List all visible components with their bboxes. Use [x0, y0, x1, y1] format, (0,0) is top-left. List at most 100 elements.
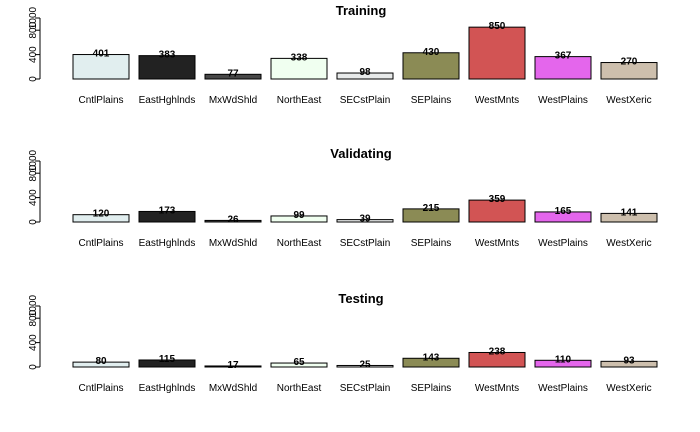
category-label: WestMnts: [475, 95, 519, 106]
category-label: SECstPlain: [340, 238, 391, 249]
bar-westxeric: [600, 212, 658, 223]
category-label: SECstPlain: [340, 95, 391, 106]
data-label: 120: [93, 209, 110, 220]
category-label: WestXeric: [606, 95, 651, 106]
bar-westxeric: [600, 62, 658, 80]
bar-seplains: [402, 208, 460, 223]
data-label: 99: [293, 210, 305, 221]
category-label: CntlPlains: [78, 383, 123, 394]
data-label: 401: [93, 49, 110, 60]
category-label: WestMnts: [475, 383, 519, 394]
bar-westmnts: [468, 351, 526, 368]
category-label: EastHghlnds: [139, 95, 196, 106]
y-tick-label: 0: [28, 364, 39, 370]
data-label: 98: [359, 67, 371, 78]
data-label: 367: [555, 51, 572, 62]
category-label: SEPlains: [411, 95, 452, 106]
category-label: MxWdShld: [209, 238, 257, 249]
y-tick-label: 1000: [28, 6, 39, 29]
data-label: 338: [291, 52, 308, 63]
data-label: 430: [423, 47, 440, 58]
y-tick-label: 0: [28, 76, 39, 82]
data-label: 383: [159, 50, 176, 61]
category-label: NorthEast: [277, 238, 322, 249]
bar-mxwdshld: [204, 219, 262, 223]
bar-northeast: [270, 362, 328, 368]
category-label: MxWdShld: [209, 383, 257, 394]
category-label: SECstPlain: [340, 383, 391, 394]
panel-title: Validating: [330, 146, 391, 161]
bar-westplains: [534, 56, 592, 80]
y-tick-label: 400: [28, 46, 39, 63]
data-label: 850: [489, 21, 506, 32]
data-label: 215: [423, 203, 440, 214]
y-tick-label: 1000: [28, 294, 39, 317]
category-label: NorthEast: [277, 383, 322, 394]
bar-seplains: [402, 357, 460, 368]
category-label: CntlPlains: [78, 238, 123, 249]
y-tick-label: 800: [28, 309, 39, 326]
y-tick-label: 400: [28, 189, 39, 206]
data-label: 65: [293, 357, 305, 368]
bar-secstplain: [336, 219, 394, 223]
bar-westplains: [534, 211, 592, 223]
data-label: 17: [227, 360, 239, 371]
bar-easthghlnds: [138, 210, 196, 223]
bar-mxwdshld: [204, 365, 262, 368]
category-label: EastHghlnds: [139, 238, 196, 249]
category-label: CntlPlains: [78, 95, 123, 106]
bar-secstplain: [336, 364, 394, 368]
bar-secstplain: [336, 72, 394, 80]
panel-title: Testing: [338, 291, 383, 306]
data-label: 39: [359, 214, 371, 225]
data-label: 77: [227, 68, 239, 79]
data-label: 359: [489, 194, 506, 205]
bar-westxeric: [600, 360, 658, 368]
bar-mxwdshld: [204, 73, 262, 80]
data-label: 165: [555, 206, 572, 217]
category-label: WestXeric: [606, 238, 651, 249]
data-label: 143: [423, 352, 440, 363]
category-label: WestMnts: [475, 238, 519, 249]
data-label: 270: [621, 57, 638, 68]
category-label: MxWdShld: [209, 95, 257, 106]
data-label: 25: [359, 359, 371, 370]
category-label: WestPlains: [538, 95, 588, 106]
y-tick-label: 1000: [28, 149, 39, 172]
category-label: SEPlains: [411, 238, 452, 249]
category-label: EastHghlnds: [139, 383, 196, 394]
bar-northeast: [270, 215, 328, 223]
bar-cntlplains: [72, 54, 130, 80]
category-label: WestXeric: [606, 383, 651, 394]
bar-easthghlnds: [138, 55, 196, 80]
y-tick-label: 800: [28, 164, 39, 181]
data-label: 80: [95, 356, 107, 367]
bar-westmnts: [468, 199, 526, 223]
data-label: 238: [489, 346, 506, 357]
panel-title: Training: [336, 3, 387, 18]
category-label: WestPlains: [538, 383, 588, 394]
category-label: WestPlains: [538, 238, 588, 249]
category-label: SEPlains: [411, 383, 452, 394]
data-label: 115: [159, 354, 176, 365]
data-label: 93: [623, 355, 635, 366]
bar-cntlplains: [72, 361, 130, 368]
data-label: 26: [227, 214, 239, 225]
y-tick-label: 800: [28, 21, 39, 38]
y-tick-label: 0: [28, 219, 39, 225]
bar-westmnts: [468, 26, 526, 80]
category-label: NorthEast: [277, 95, 322, 106]
data-label: 173: [159, 205, 176, 216]
bar-northeast: [270, 57, 328, 80]
bar-cntlplains: [72, 214, 130, 223]
bar-seplains: [402, 52, 460, 80]
data-label: 141: [621, 207, 638, 218]
bar-easthghlnds: [138, 359, 196, 368]
data-label: 110: [555, 354, 572, 365]
y-tick-label: 400: [28, 334, 39, 351]
bar-westplains: [534, 359, 592, 368]
